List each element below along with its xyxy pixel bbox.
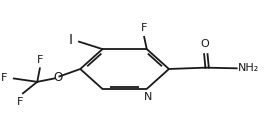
Text: O: O bbox=[54, 71, 63, 84]
Text: F: F bbox=[141, 23, 147, 33]
Text: F: F bbox=[17, 97, 23, 107]
Text: F: F bbox=[1, 73, 7, 83]
Text: NH₂: NH₂ bbox=[238, 63, 259, 73]
Text: N: N bbox=[144, 92, 152, 102]
Text: I: I bbox=[69, 33, 72, 47]
Text: F: F bbox=[37, 55, 44, 65]
Text: O: O bbox=[201, 39, 209, 49]
